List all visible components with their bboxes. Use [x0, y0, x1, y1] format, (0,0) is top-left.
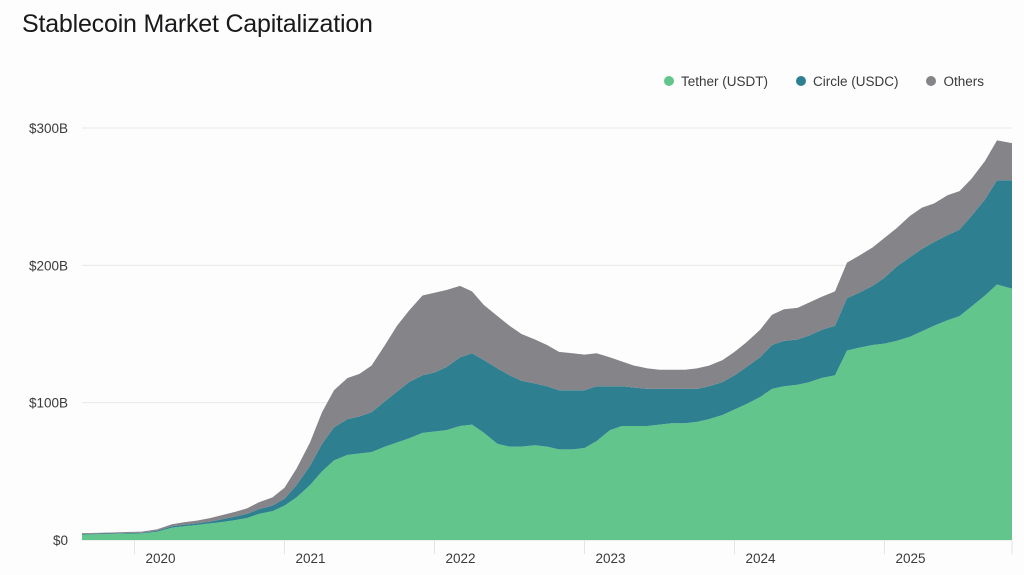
legend-label: Tether (USDT) — [680, 73, 768, 89]
y-axis-tick-label: $0 — [53, 533, 68, 548]
x-axis-tick-label: 2023 — [595, 551, 625, 566]
legend-item-tether[interactable]: Tether (USDT) — [663, 73, 768, 89]
y-axis-tick-label: $300B — [29, 121, 68, 136]
legend-dot-icon — [663, 76, 674, 86]
y-axis-tick-label: $200B — [29, 258, 68, 273]
area-series-circle-usdc[interactable] — [82, 180, 1012, 535]
legend-label: Others — [943, 73, 984, 89]
x-axis-tick-label: 2020 — [145, 551, 175, 566]
area-series-tether-usdt[interactable] — [82, 284, 1012, 540]
x-axis-tick-label: 2024 — [745, 551, 776, 566]
y-axis-labels: $0 $100B $200B $300B — [29, 121, 68, 548]
area-series-others[interactable] — [82, 140, 1012, 534]
x-axis-labels: 2020 2021 2022 2023 2024 2025 — [145, 551, 925, 566]
x-axis-tick-label: 2022 — [445, 551, 475, 566]
legend-item-others[interactable]: Others — [926, 74, 984, 89]
legend-dot-icon — [926, 76, 937, 86]
x-axis-tick-label: 2021 — [295, 551, 325, 566]
legend-dot-icon — [795, 76, 806, 86]
page-title: Stablecoin Market Capitalization — [22, 10, 373, 38]
legend-label: Circle (USDC) — [812, 73, 899, 89]
area-series-group — [82, 140, 1012, 540]
legend-item-circle[interactable]: Circle (USDC) — [795, 73, 899, 89]
y-axis-tick-label: $100B — [29, 396, 68, 411]
x-axis-tick-label: 2025 — [895, 551, 925, 566]
x-tick-marks — [134, 540, 1013, 554]
chart-legend: Tether (USDT) Circle (USDC) Others — [663, 72, 984, 90]
